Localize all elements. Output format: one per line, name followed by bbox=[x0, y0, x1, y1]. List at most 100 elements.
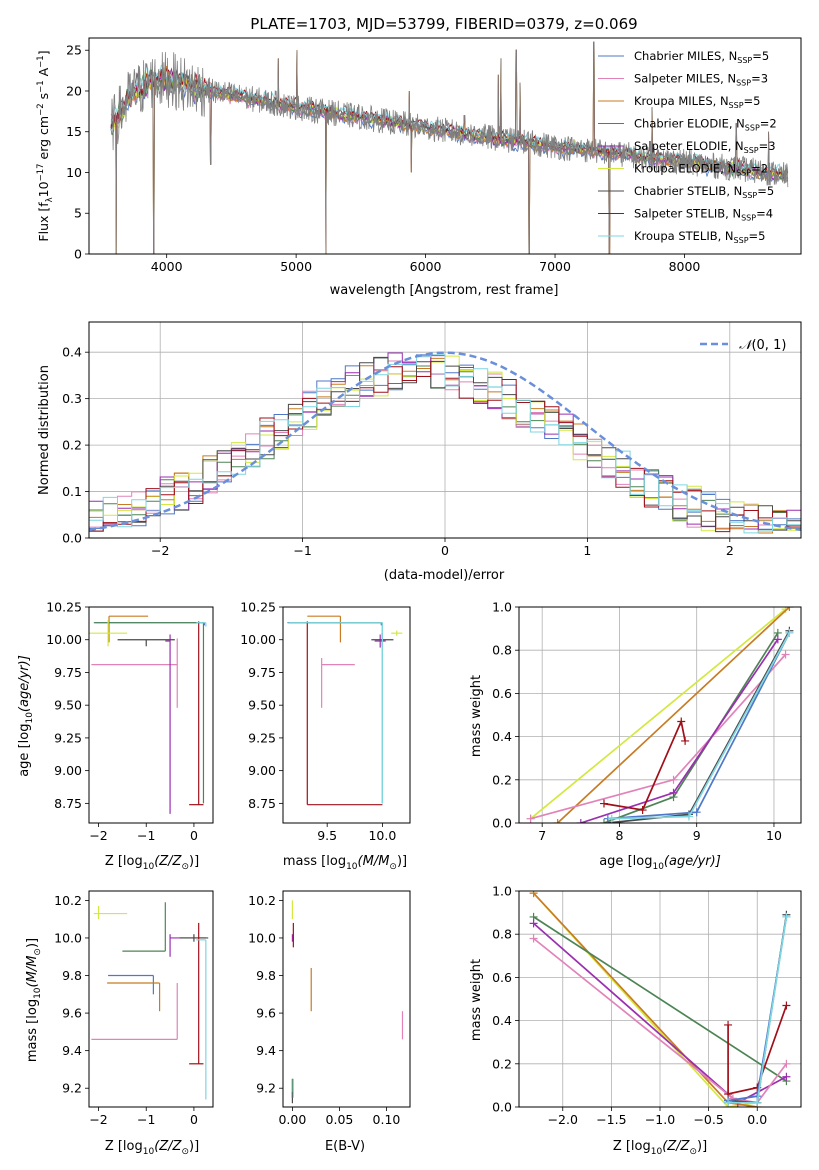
spectrum-plot-area: 4000 5000 6000 7000 8000 0 5 10 15 20 25 bbox=[66, 37, 802, 274]
weight-vs-age-x-label: age [log10(age/yr)] bbox=[599, 854, 721, 872]
y-tick-label: 9.50 bbox=[54, 698, 82, 713]
weight-line bbox=[603, 632, 779, 823]
legend-label: Kroupa ELODIE, NSSP=2 bbox=[634, 162, 768, 178]
y-tick-label: 1.0 bbox=[492, 600, 512, 615]
legend-label-suffix: =3 bbox=[759, 139, 776, 153]
weight-line bbox=[532, 892, 758, 1107]
weight-marker bbox=[684, 812, 693, 821]
legend-label-sub: SSP bbox=[744, 146, 759, 155]
y-label-part: A bbox=[36, 67, 51, 80]
y-tick-label: 10.0 bbox=[54, 930, 82, 945]
x-tick-label: 0.10 bbox=[373, 1112, 401, 1127]
spectrum-x-axis-label: wavelength [Angstrom, rest frame] bbox=[330, 283, 559, 298]
weight-line bbox=[530, 608, 787, 820]
weight-line bbox=[557, 607, 790, 823]
spectrum-panel: PLATE=1703, MJD=53799, FIBERID=0379, z=0… bbox=[36, 15, 802, 298]
weight-marker bbox=[529, 919, 538, 928]
y-label-part: ] bbox=[36, 50, 51, 55]
plot-body bbox=[91, 902, 209, 1100]
y-tick-label: 0.0 bbox=[492, 1100, 512, 1115]
y-tick-label: 10.0 bbox=[248, 930, 276, 945]
weight-marker bbox=[782, 912, 791, 921]
y-tick-label: 9.50 bbox=[248, 698, 276, 713]
weight-marker bbox=[681, 736, 690, 745]
legend-label-sub: SSP bbox=[741, 214, 756, 223]
legend-label-suffix: =5 bbox=[744, 94, 761, 108]
x-tick-label: −1 bbox=[137, 1112, 155, 1127]
mass-vs-extinction-x-label: E(B-V) bbox=[325, 1139, 365, 1154]
legend-label-suffix: =5 bbox=[757, 184, 774, 198]
weight-line bbox=[727, 1005, 788, 1096]
y-tick-label: 9.25 bbox=[54, 730, 82, 745]
legend-label-main: Kroupa MILES, N bbox=[634, 94, 729, 108]
mass-vs-extinction-panel: 0.00 0.05 0.10 9.2 9.4 9.6 9.8 10.0 10.2 bbox=[248, 890, 411, 1127]
y-label-part: s bbox=[36, 93, 51, 104]
y-label-part: −2 bbox=[36, 103, 46, 116]
y-tick-label: 10.00 bbox=[46, 632, 82, 647]
x-tick-label: 7 bbox=[538, 828, 546, 843]
y-tick-label: 0.8 bbox=[492, 927, 512, 942]
legend-label-main: Chabrier STELIB, N bbox=[634, 184, 742, 198]
y-tick-label: 9.6 bbox=[256, 1006, 276, 1021]
weight-vs-age-y-label: mass weight bbox=[469, 675, 484, 757]
weight-marker bbox=[753, 1098, 762, 1107]
weight-marker bbox=[785, 607, 794, 611]
x-tick-label: 7000 bbox=[539, 259, 571, 274]
y-tick-label: 5 bbox=[74, 206, 82, 221]
plot-body bbox=[89, 351, 801, 534]
legend-label-suffix: =2 bbox=[760, 117, 777, 131]
residual-y-axis-label: Normed distribution bbox=[37, 365, 52, 495]
plot-body bbox=[287, 615, 403, 806]
y-tick-label: 10.2 bbox=[248, 893, 276, 908]
x-tick-label: −2 bbox=[151, 543, 169, 558]
x-tick-label: 6000 bbox=[410, 259, 442, 274]
weight-marker bbox=[607, 814, 616, 823]
legend-label-suffix: =3 bbox=[751, 72, 768, 86]
y-label-part: −1 bbox=[36, 55, 46, 68]
legend-label-main: Salpeter STELIB, N bbox=[634, 207, 741, 221]
legend-label-suffix: =5 bbox=[752, 49, 769, 63]
age-vs-metallicity-panel: −2 −1 0 8.75 9.00 9.25 9.50 9.75 10.00 10.25 bbox=[46, 600, 214, 843]
legend-label-sub: SSP bbox=[736, 79, 751, 88]
legend-label-main: Salpeter MILES, N bbox=[634, 72, 736, 86]
y-tick-label: 25 bbox=[66, 43, 82, 58]
y-tick-label: 9.00 bbox=[54, 763, 82, 778]
plot-frame bbox=[88, 37, 802, 255]
y-tick-label: 0.4 bbox=[62, 345, 82, 360]
plot-frame bbox=[88, 890, 214, 1108]
legend-label-sub: SSP bbox=[734, 236, 749, 245]
y-tick-label: 9.6 bbox=[62, 1006, 82, 1021]
y-label-part: λ bbox=[45, 197, 55, 202]
weight-marker bbox=[599, 799, 608, 808]
y-label-part: erg cm bbox=[36, 116, 51, 164]
weight-marker bbox=[692, 808, 701, 817]
x-tick-label: −1.0 bbox=[645, 1112, 675, 1127]
x-tick-label: 0 bbox=[441, 543, 449, 558]
weight-marker bbox=[781, 650, 790, 659]
weight-vs-metallicity-y-label: mass weight bbox=[469, 959, 484, 1041]
legend-label: Chabrier ELODIE, NSSP=2 bbox=[634, 117, 777, 133]
weight-vs-metallicity-panel: −2.0 −1.5 −1.0 −0.5 0.0 0.0 0.2 0.4 0.6 0.8 1.0 bbox=[492, 884, 802, 1127]
age-vs-metallicity-x-label: Z [log10(Z/Z⊙)] bbox=[105, 854, 199, 872]
weight-marker bbox=[529, 934, 538, 943]
weight-vs-metallicity-x-label: Z [log10(Z/Z⊙)] bbox=[613, 1139, 707, 1157]
normal-curve-legend-label: 𝒩(0, 1) bbox=[739, 338, 786, 353]
y-tick-label: 0.0 bbox=[492, 816, 512, 831]
legend-label-main: Salpeter ELODIE, N bbox=[634, 139, 744, 153]
weight-marker bbox=[677, 717, 686, 726]
y-tick-label: 9.4 bbox=[62, 1043, 82, 1058]
y-label-part: Flux [f bbox=[36, 202, 51, 242]
legend-label-sub: SSP bbox=[736, 169, 751, 178]
legend-label: Kroupa MILES, NSSP=5 bbox=[634, 94, 760, 110]
y-tick-label: 0.4 bbox=[492, 1013, 512, 1028]
x-tick-label: 0 bbox=[190, 828, 198, 843]
normal-curve-line bbox=[89, 351, 801, 532]
weight-marker bbox=[553, 819, 562, 823]
y-tick-label: 10.25 bbox=[240, 600, 276, 615]
y-tick-label: 0.1 bbox=[62, 484, 82, 499]
y-tick-label: 0.6 bbox=[492, 686, 512, 701]
spectrum-title: PLATE=1703, MJD=53799, FIBERID=0379, z=0… bbox=[250, 15, 637, 33]
y-tick-label: 10 bbox=[66, 165, 82, 180]
y-label-part: 10 bbox=[36, 181, 51, 197]
